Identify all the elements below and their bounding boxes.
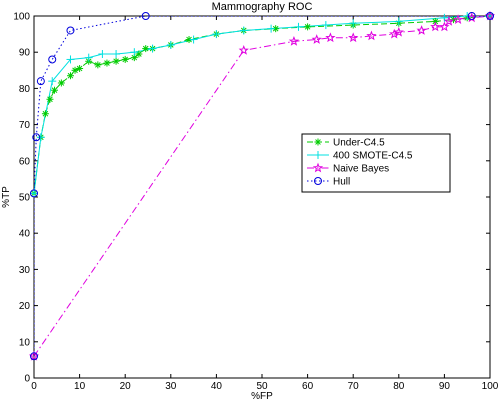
data-point-400-smote-c4-5: [440, 13, 449, 22]
y-tick-label: 30: [19, 265, 31, 276]
data-point-under-c4-5: [142, 45, 150, 53]
data-point-under-c4-5: [66, 72, 74, 80]
data-point-400-smote-c4-5: [166, 40, 175, 49]
data-point-naive-bayes: [366, 30, 377, 41]
marker-layer: [28, 10, 496, 361]
data-point-400-smote-c4-5: [98, 50, 107, 59]
y-tick-label: 90: [19, 48, 31, 59]
legend-entry: Naive Bayes: [307, 162, 389, 175]
data-point-400-smote-c4-5: [66, 55, 75, 64]
x-tick-label: 80: [393, 381, 405, 392]
x-tick-label: 90: [439, 381, 451, 392]
y-tick-label: 50: [19, 193, 31, 204]
data-point-naive-bayes: [430, 21, 441, 32]
y-axis-label: %TP: [1, 186, 12, 208]
data-point-400-smote-c4-5: [189, 35, 198, 44]
data-point-400-smote-c4-5: [212, 30, 221, 39]
data-point-naive-bayes: [348, 32, 359, 43]
x-tick-label: 70: [348, 381, 360, 392]
data-point-400-smote-c4-5: [130, 48, 139, 57]
legend-entry: Hull: [307, 177, 350, 188]
y-tick-label: 80: [19, 84, 31, 95]
data-point-under-c4-5: [103, 59, 111, 67]
data-point-400-smote-c4-5: [394, 17, 403, 26]
data-point-400-smote-c4-5: [349, 19, 358, 28]
legend-entry: Under-C4.5: [307, 138, 385, 149]
data-point-hull: [66, 26, 75, 35]
legend-marker: [314, 177, 322, 185]
chart-title: Mammography ROC: [212, 1, 313, 13]
legend-marker: [312, 162, 324, 173]
data-point-naive-bayes: [288, 35, 300, 46]
data-point-naive-bayes: [439, 21, 450, 32]
x-tick-label: 60: [302, 381, 314, 392]
data-point-naive-bayes: [393, 26, 404, 37]
legend-label: Hull: [333, 177, 350, 188]
data-point-400-smote-c4-5: [112, 50, 121, 59]
data-point-under-c4-5: [51, 86, 59, 94]
data-point-hull: [36, 77, 45, 86]
data-point-hull: [486, 12, 494, 20]
legend-entry: 400 SMOTE-C4.5: [307, 151, 413, 162]
data-point-naive-bayes: [416, 25, 427, 35]
data-point-under-c4-5: [41, 110, 49, 118]
data-point-naive-bayes: [238, 44, 249, 55]
data-point-400-smote-c4-5: [294, 22, 303, 31]
legend-box: [301, 133, 451, 193]
data-point-naive-bayes: [452, 14, 464, 24]
data-point-400-smote-c4-5: [239, 26, 248, 35]
data-point-hull: [30, 189, 38, 198]
data-point-under-c4-5: [112, 57, 120, 65]
data-point-hull: [32, 133, 41, 142]
data-point-400-smote-c4-5: [36, 133, 45, 142]
data-point-under-c4-5: [121, 55, 129, 63]
data-point-400-smote-c4-5: [84, 53, 93, 62]
data-point-400-smote-c4-5: [30, 189, 38, 198]
legend-marker: [314, 138, 322, 146]
y-tick-label: 60: [19, 156, 31, 167]
legend-label: Under-C4.5: [333, 138, 385, 149]
x-tick-label: 100: [482, 381, 499, 392]
data-point-under-c4-5: [46, 95, 54, 103]
x-tick-label: 0: [31, 381, 37, 392]
x-tick-label: 20: [120, 381, 132, 392]
x-tick-label: 30: [165, 381, 177, 392]
data-point-hull: [30, 352, 38, 361]
data-point-400-smote-c4-5: [321, 21, 330, 30]
data-point-naive-bayes: [325, 32, 336, 43]
data-point-400-smote-c4-5: [267, 24, 276, 33]
data-point-hull: [141, 12, 150, 20]
data-point-naive-bayes: [443, 16, 455, 26]
x-tick-label: 50: [256, 381, 268, 392]
x-axis-label: %FP: [251, 391, 273, 402]
y-tick-label: 70: [19, 120, 31, 131]
plot-area: [33, 15, 491, 379]
legend: Under-C4.5 400 SMOTE-C4.5 Naive Bayes Hull: [301, 133, 451, 193]
data-point-400-smote-c4-5: [148, 44, 157, 53]
y-tick-label: 100: [13, 12, 30, 23]
legend-label: 400 SMOTE-C4.5: [333, 151, 413, 162]
y-tick-label: 0: [24, 374, 30, 385]
y-tick-label: 40: [19, 229, 31, 240]
data-point-under-c4-5: [304, 23, 312, 31]
data-point-hull: [467, 12, 476, 20]
data-point-under-c4-5: [57, 79, 65, 87]
data-point-under-c4-5: [94, 61, 102, 69]
y-tick-label: 20: [19, 301, 31, 312]
legend-marker: [314, 151, 322, 159]
x-tick-label: 10: [74, 381, 86, 392]
y-tick-label: 10: [19, 337, 31, 348]
x-tick-label: 40: [211, 381, 223, 392]
data-point-hull: [48, 55, 57, 64]
data-point-under-c4-5: [76, 64, 84, 72]
data-point-naive-bayes: [311, 34, 322, 44]
data-point-400-smote-c4-5: [48, 77, 57, 86]
legend-label: Naive Bayes: [333, 164, 389, 175]
